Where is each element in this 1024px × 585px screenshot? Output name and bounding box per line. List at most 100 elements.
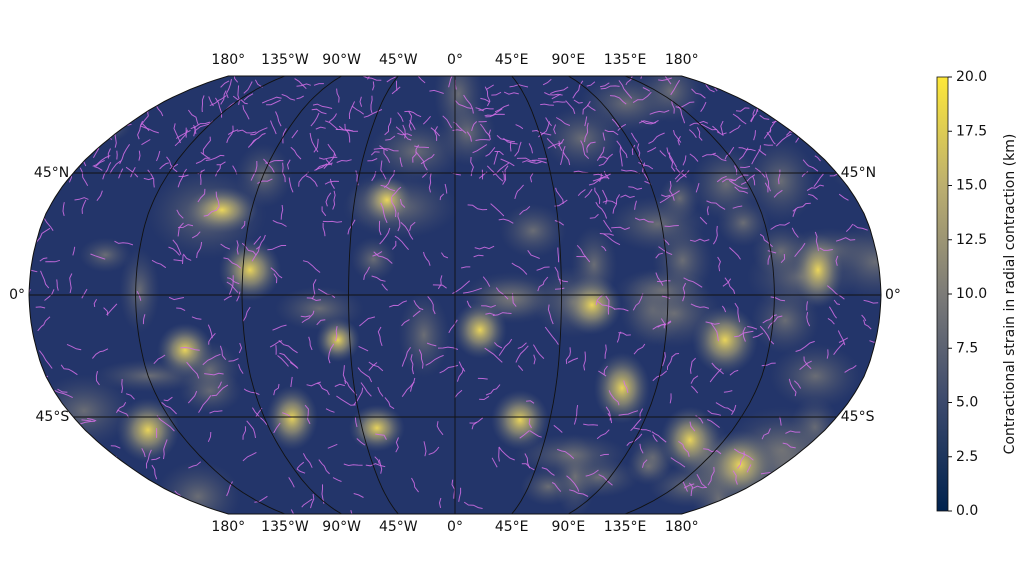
lineament	[250, 127, 268, 136]
lineament	[814, 231, 819, 252]
map-outline	[28, 75, 882, 515]
lineament	[683, 277, 703, 288]
field	[155, 461, 241, 514]
lineament	[498, 338, 513, 356]
lineament	[545, 117, 552, 127]
lineament	[712, 225, 718, 245]
lineament	[223, 257, 242, 269]
lineament	[728, 179, 748, 189]
hotspot	[593, 352, 651, 424]
lineament	[203, 206, 220, 217]
lineament	[296, 83, 311, 87]
lineament	[546, 138, 557, 149]
lineament	[367, 76, 375, 80]
lineament	[322, 220, 343, 223]
lineament	[531, 159, 547, 164]
lineament	[69, 273, 73, 294]
lineament	[363, 266, 371, 280]
lineament	[173, 123, 181, 144]
lineament	[517, 342, 527, 349]
lineament	[639, 408, 644, 418]
lineament	[509, 84, 529, 88]
lineament	[236, 291, 241, 302]
lineament	[659, 150, 667, 157]
lineament	[56, 503, 68, 510]
lineament	[466, 131, 472, 142]
lineament	[392, 240, 397, 250]
field	[520, 467, 576, 506]
lineament	[729, 369, 739, 376]
lineament	[101, 508, 117, 514]
lineament	[313, 83, 324, 86]
lineament	[837, 330, 846, 346]
lineament	[858, 157, 868, 159]
lineament	[168, 246, 181, 256]
lineament	[774, 483, 795, 487]
lineament	[596, 146, 605, 161]
lineament	[878, 443, 881, 463]
lineament	[417, 76, 426, 84]
lineament	[747, 325, 758, 330]
lineament	[585, 469, 599, 477]
lineament	[338, 125, 359, 132]
lineament	[540, 103, 554, 106]
lineament	[437, 275, 443, 290]
lineament	[367, 158, 378, 162]
lineament	[515, 345, 529, 363]
lineament	[780, 253, 786, 264]
lineament	[656, 280, 671, 283]
lineament	[171, 505, 181, 514]
lineament	[107, 148, 111, 159]
lineament	[601, 245, 607, 252]
lineament	[560, 146, 566, 166]
lineament	[847, 443, 858, 447]
lineament	[752, 332, 764, 338]
lineament	[277, 355, 289, 367]
lineament	[52, 477, 61, 494]
lineament	[442, 115, 453, 129]
lineament	[618, 410, 639, 416]
lineament	[429, 89, 444, 94]
lineament	[163, 439, 168, 460]
lineament	[318, 459, 330, 475]
lineament	[844, 365, 857, 373]
lineament	[731, 404, 737, 416]
lineament	[467, 204, 488, 211]
lineament	[765, 482, 781, 489]
lineament	[370, 151, 380, 156]
lineament	[378, 220, 382, 236]
lineament	[758, 149, 767, 156]
lineament	[316, 319, 326, 326]
lon-label: 45°E	[495, 519, 529, 535]
lineament	[55, 436, 60, 451]
lineament	[498, 446, 515, 461]
lineament	[402, 124, 406, 139]
lineament	[478, 107, 494, 111]
lineament	[828, 306, 837, 319]
lineament	[705, 83, 715, 93]
hotspot	[362, 176, 412, 224]
lineament	[195, 157, 211, 164]
lineament	[509, 141, 512, 152]
lineament	[39, 476, 54, 497]
lineament	[316, 382, 330, 396]
lineament	[533, 354, 536, 365]
lineament	[225, 79, 232, 99]
lineament	[697, 123, 717, 131]
lineament	[609, 95, 627, 105]
field	[608, 196, 707, 252]
lineament	[353, 387, 364, 406]
lat-label: 0°	[9, 287, 25, 303]
lineament	[80, 119, 84, 130]
lineament	[706, 206, 709, 216]
lineament	[380, 202, 388, 223]
lineament	[232, 95, 248, 105]
lineament	[845, 87, 864, 103]
lineament	[834, 82, 840, 90]
lineament	[186, 361, 200, 379]
lineament	[494, 342, 503, 349]
lineament	[143, 177, 154, 181]
lineament	[554, 220, 564, 226]
field	[398, 292, 450, 378]
lineament	[231, 76, 239, 83]
